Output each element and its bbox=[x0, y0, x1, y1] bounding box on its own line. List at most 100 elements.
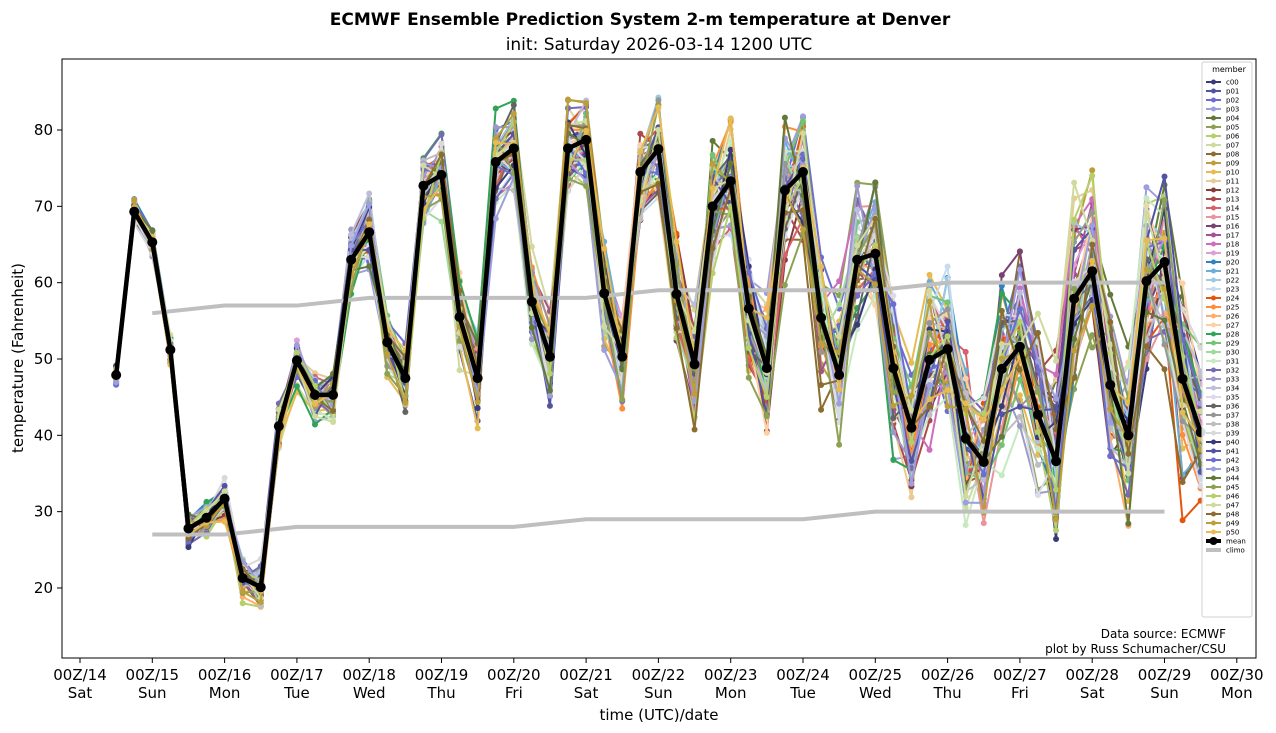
member-point bbox=[402, 409, 409, 416]
member-point bbox=[1089, 222, 1096, 229]
legend-label: p05 bbox=[1226, 124, 1239, 132]
member-point bbox=[637, 130, 644, 137]
legend-marker bbox=[1211, 286, 1216, 292]
member-point bbox=[980, 437, 987, 444]
member-point bbox=[908, 359, 915, 366]
mean-point bbox=[183, 523, 194, 534]
legend-label: p24 bbox=[1226, 295, 1240, 303]
legend-label: mean bbox=[1226, 538, 1246, 546]
x-tick-label: 00Z/18 bbox=[342, 666, 396, 684]
member-point bbox=[944, 306, 951, 313]
mean-point bbox=[1177, 373, 1188, 384]
member-point bbox=[1053, 527, 1060, 534]
mean-point bbox=[364, 227, 375, 238]
legend-entry-p21: p21 bbox=[1206, 268, 1239, 276]
member-point bbox=[1125, 363, 1132, 370]
x-tick-label: 00Z/21 bbox=[559, 666, 613, 684]
member-point bbox=[1179, 431, 1186, 438]
member-point bbox=[962, 400, 969, 407]
member-series-layer bbox=[113, 94, 1204, 610]
member-point bbox=[1089, 172, 1096, 179]
member-point bbox=[1053, 395, 1060, 402]
member-point bbox=[836, 386, 843, 393]
legend-marker bbox=[1211, 484, 1216, 490]
legend-entry-p05: p05 bbox=[1206, 124, 1239, 132]
member-point bbox=[944, 403, 951, 410]
member-point bbox=[727, 160, 734, 167]
legend-label: p31 bbox=[1226, 358, 1239, 366]
legend-marker bbox=[1211, 169, 1216, 175]
y-tick-label: 40 bbox=[34, 426, 53, 444]
member-point bbox=[1016, 413, 1023, 420]
member-point bbox=[1125, 450, 1132, 457]
legend-label: p18 bbox=[1226, 241, 1239, 249]
y-tick-label: 70 bbox=[34, 197, 53, 215]
x-tick-weekday: Sun bbox=[138, 684, 167, 702]
member-point bbox=[510, 110, 517, 117]
legend: memberc00p01p02p03p04p05p06p07p08p09p10p… bbox=[1201, 61, 1253, 618]
legend-marker bbox=[1211, 133, 1216, 139]
member-point bbox=[1089, 209, 1096, 216]
member-point bbox=[890, 457, 897, 464]
legend-entry-climo: climo bbox=[1206, 547, 1245, 555]
mean-point bbox=[798, 166, 808, 177]
mean-point bbox=[1141, 276, 1152, 287]
x-tick-weekday: Wed bbox=[353, 684, 386, 702]
member-point bbox=[926, 446, 933, 453]
mean-point bbox=[1159, 257, 1170, 268]
member-point bbox=[998, 341, 1005, 348]
legend-entry-p03: p03 bbox=[1206, 106, 1239, 114]
x-tick-label: 00Z/19 bbox=[415, 666, 469, 684]
legend-label: p38 bbox=[1226, 421, 1239, 429]
legend-entry-p19: p19 bbox=[1206, 250, 1239, 258]
x-tick-label: 00Z/30 bbox=[1210, 666, 1264, 684]
member-point bbox=[800, 117, 806, 124]
member-point bbox=[1179, 409, 1186, 416]
legend-marker bbox=[1211, 349, 1216, 355]
mean-point bbox=[129, 206, 140, 217]
member-point bbox=[1125, 520, 1132, 527]
member-point bbox=[1089, 332, 1096, 339]
member-point bbox=[962, 522, 969, 529]
member-point bbox=[293, 342, 300, 349]
member-point bbox=[655, 97, 662, 104]
mean-point bbox=[454, 312, 465, 323]
mean-point bbox=[870, 248, 881, 259]
member-point bbox=[926, 320, 933, 327]
member-point bbox=[781, 281, 788, 288]
member-point bbox=[510, 102, 517, 109]
y-axis: 20 30 40 50 60 70 80 bbox=[34, 121, 62, 597]
member-point bbox=[402, 399, 409, 406]
member-point bbox=[1107, 453, 1114, 460]
legend-label: c00 bbox=[1226, 79, 1239, 87]
member-point bbox=[944, 387, 951, 394]
member-point bbox=[926, 329, 933, 336]
member-point bbox=[185, 544, 192, 551]
mean-point bbox=[960, 433, 971, 444]
member-point bbox=[944, 318, 951, 325]
member-point bbox=[1016, 289, 1023, 296]
member-point bbox=[926, 412, 933, 419]
mean-point bbox=[508, 143, 519, 154]
climo-min-line bbox=[152, 509, 1165, 537]
x-tick-label: 00Z/25 bbox=[849, 666, 903, 684]
member-point bbox=[1125, 470, 1132, 477]
legend-entry-p16: p16 bbox=[1206, 223, 1240, 231]
member-point bbox=[1071, 285, 1078, 292]
member-point bbox=[1034, 389, 1041, 396]
member-point bbox=[492, 139, 499, 146]
member-point bbox=[311, 421, 318, 428]
member-point bbox=[908, 439, 915, 446]
member-point bbox=[546, 402, 553, 409]
mean-point bbox=[255, 582, 266, 593]
member-point bbox=[944, 333, 951, 340]
member-point bbox=[691, 301, 698, 308]
member-point bbox=[926, 315, 933, 322]
legend-marker bbox=[1211, 151, 1216, 157]
climo-layer bbox=[152, 280, 1165, 537]
member-point bbox=[366, 216, 373, 223]
member-point bbox=[565, 96, 572, 103]
mean-point bbox=[779, 185, 790, 196]
member-point bbox=[510, 97, 517, 104]
mean-point bbox=[237, 573, 248, 584]
